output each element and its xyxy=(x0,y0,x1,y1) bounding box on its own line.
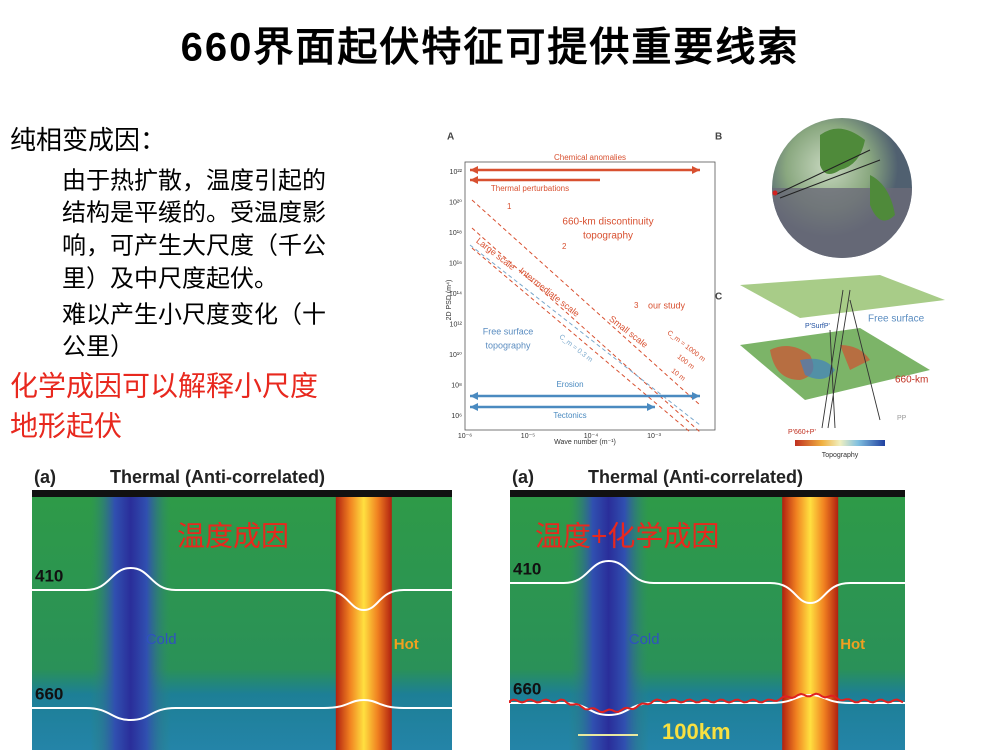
overlay-text: 温度+化学成因 xyxy=(535,520,719,551)
x-tick-label: 10⁻⁵ xyxy=(521,433,535,440)
label: Free surface xyxy=(868,314,925,325)
psd-line xyxy=(471,199,701,433)
label: 1 xyxy=(507,202,512,211)
label: Thermal perturbations xyxy=(491,184,569,193)
hot-column xyxy=(782,497,839,750)
title: 660界面起伏特征可提供重要线索 xyxy=(181,26,800,70)
surface-660 xyxy=(740,328,930,400)
label: Topography xyxy=(822,452,859,459)
figure-c: C Free surface 660-km P'SurfP' P'660+P' … xyxy=(715,275,945,459)
axis-label: Wave number (m⁻¹) xyxy=(554,439,616,446)
body-line: 公里） xyxy=(62,333,134,360)
top-band xyxy=(32,490,452,498)
label-410: 410 xyxy=(513,559,541,578)
label: Free surface xyxy=(483,326,534,336)
discontinuity-410 xyxy=(32,566,452,612)
y-tick-label: 10¹⁰ xyxy=(449,351,462,359)
cold-label: Cold xyxy=(629,631,660,648)
topo-patch xyxy=(800,358,835,379)
y-tick-label: 10⁶ xyxy=(451,413,462,420)
y-tick-label: 10¹⁴ xyxy=(449,291,462,298)
panel-tag: (a) xyxy=(512,467,534,487)
arrow-head xyxy=(470,176,478,184)
label: PP xyxy=(897,415,907,422)
label: Erosion xyxy=(556,380,583,389)
x-tick-label: 10⁻³ xyxy=(647,433,661,440)
axis-label: 2D PSD (m⁴) xyxy=(446,280,453,321)
hot-label: Hot xyxy=(840,636,865,653)
cold-column xyxy=(90,497,171,750)
y-tick-label: 10²² xyxy=(450,169,463,176)
label: Chemical anomalies xyxy=(554,153,626,162)
cold-label: Cold xyxy=(146,631,177,648)
overlay-text: 温度成因 xyxy=(177,520,289,551)
panel-title: Thermal (Anti-correlated) xyxy=(588,467,803,487)
model-panels: (a) Thermal (Anti-correlated) 410 660 Cold Ho… xyxy=(32,467,905,750)
label: Intermediate scale xyxy=(517,266,581,319)
label: 660-km xyxy=(895,375,928,386)
label: P'660+P' xyxy=(788,429,816,436)
ray xyxy=(774,149,881,199)
y-tick-label: 10⁸ xyxy=(451,382,462,389)
highlight: 化学成因可以解释小尺度 xyxy=(10,370,318,401)
label: topography xyxy=(583,231,633,242)
ray xyxy=(821,289,881,429)
globe-section xyxy=(772,188,912,258)
discontinuity-660 xyxy=(32,698,452,722)
chemical-660 xyxy=(509,692,904,714)
tag: B xyxy=(715,132,722,143)
land xyxy=(820,128,895,221)
x-tick-label: 10⁻⁶ xyxy=(458,433,472,440)
label-660: 660 xyxy=(513,679,541,698)
hot-column xyxy=(335,497,392,750)
label: P'SurfP' xyxy=(805,323,830,330)
y-tick-label: 10¹⁶ xyxy=(449,260,462,267)
label: our study xyxy=(648,300,686,310)
figure-a: A Chemical anomalies Thermal perturbatio… xyxy=(446,132,716,446)
label-410: 410 xyxy=(35,566,63,585)
panel-tag: (a) xyxy=(34,467,56,487)
scale-label: 100km xyxy=(662,719,731,744)
topo-patch xyxy=(770,345,870,380)
label: topography xyxy=(485,340,531,350)
label: 3 xyxy=(634,301,639,310)
label: Large scale xyxy=(474,236,517,273)
marker xyxy=(772,190,778,196)
label: Tectonics xyxy=(553,411,586,420)
label-660: 660 xyxy=(35,684,63,703)
top-band xyxy=(510,490,905,498)
arrow xyxy=(470,394,700,409)
colorbar xyxy=(795,440,885,446)
label: Small scale xyxy=(607,314,649,350)
highlight: 地形起伏 xyxy=(10,410,122,441)
axes xyxy=(464,161,716,431)
y-tick-label: 10¹⁸ xyxy=(449,230,462,237)
label: 100 m xyxy=(676,354,696,372)
discontinuity-410 xyxy=(510,559,905,605)
figure-b: B xyxy=(715,118,912,258)
heading: 纯相变成因： xyxy=(10,125,166,155)
label: 2 xyxy=(562,242,567,251)
surface xyxy=(740,275,945,318)
y-tick-label: 10¹² xyxy=(450,321,463,328)
tag: A xyxy=(447,132,454,143)
hot-label: Hot xyxy=(394,636,419,653)
body-line: 响，可产生大尺度（千公 xyxy=(62,232,326,259)
body-line: 由于热扩散，温度引起的 xyxy=(62,167,326,194)
label: 660-km discontinuity xyxy=(562,217,653,228)
body-line: 里）及中尺度起伏。 xyxy=(62,265,278,292)
panel-title: Thermal (Anti-correlated) xyxy=(110,467,325,487)
body-line: 结构是平缓的。受温度影 xyxy=(62,199,326,226)
y-tick-label: 10²⁰ xyxy=(449,198,462,206)
tag: C xyxy=(715,292,722,303)
body-line: 难以产生小尺度变化（十 xyxy=(62,301,326,328)
x-tick-label: 10⁻⁴ xyxy=(584,433,599,440)
